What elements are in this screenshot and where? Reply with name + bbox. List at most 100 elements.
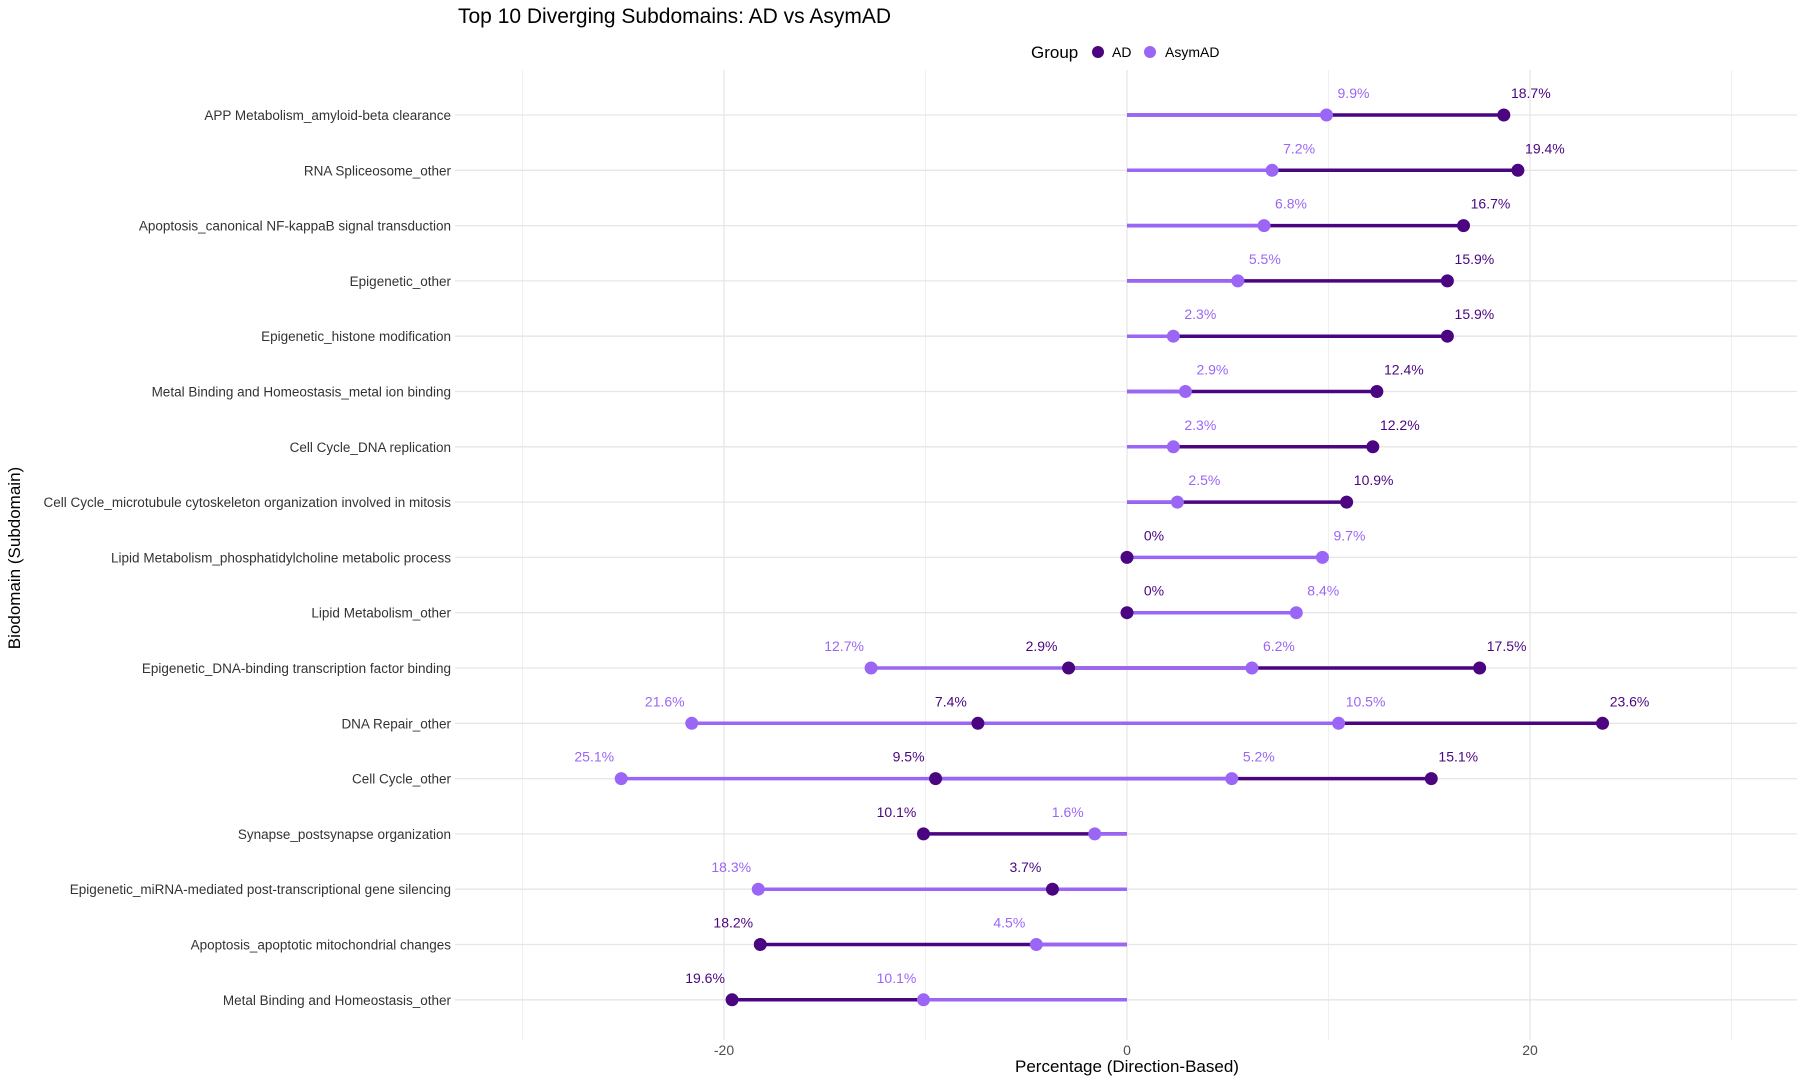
y-tick-label: Metal Binding and Homeostasis_other [223,993,452,1008]
ad-data-label: 19.4% [1525,140,1565,156]
ad-point [1440,274,1454,288]
x-tick-label: -20 [714,1042,734,1058]
ad-data-label: 2.9% [1026,638,1058,654]
asymad-point [1245,661,1259,675]
ad-data-label: 15.9% [1455,306,1495,322]
ad-data-label: 0% [1144,583,1164,599]
y-tick-label: Cell Cycle_DNA replication [290,440,451,455]
asymad-data-label: 5.2% [1243,749,1275,765]
asymad-data-label: 25.1% [574,749,614,765]
y-tick-label: Lipid Metabolism_phosphatidylcholine met… [111,550,451,565]
asymad-data-label: 10.1% [877,970,917,986]
ad-data-label: 3.7% [1009,859,1041,875]
x-axis-label: Percentage (Direction-Based) [1015,1057,1239,1076]
asymad-point [1170,495,1184,509]
ad-data-label: 23.6% [1610,693,1650,709]
y-tick-label: Apoptosis_apoptotic mitochondrial change… [191,938,452,953]
ad-point [1340,495,1354,509]
y-tick-label: Lipid Metabolism_other [311,606,451,621]
asymad-data-label: 1.6% [1052,804,1084,820]
y-tick-label: Epigenetic_DNA-binding transcription fac… [142,661,451,676]
ad-point [1497,108,1511,122]
y-tick-label: Cell Cycle_other [352,772,452,787]
asymad-data-label: 18.3% [711,859,751,875]
asymad-data-label: 6.2% [1263,638,1295,654]
ad-data-label: 18.7% [1511,85,1551,101]
y-tick-label: Synapse_postsynapse organization [238,827,451,842]
asymad-data-label: 5.5% [1249,251,1281,267]
row-11: 23.6% 7.4% 10.5% 21.6% [645,693,1649,730]
chart-title: Top 10 Diverging Subdomains: AD vs AsymA… [458,5,891,28]
ad-point [753,938,767,951]
asymad-point [1166,440,1180,454]
asymad-point [1231,274,1245,288]
asymad-point [685,716,699,730]
asymad-data-label: 2.9% [1196,362,1228,378]
ad-data-label: 0% [1144,527,1164,543]
ad-point [725,993,739,1007]
ad-data-label: 15.9% [1455,251,1495,267]
y-tick-label: Cell Cycle_microtubule cytoskeleton orga… [44,495,452,510]
legend-key-asymad [1144,46,1156,58]
asymad-data-label: 2.5% [1188,472,1220,488]
row-3: 15.9% 5.5% [1127,251,1494,288]
row-4: 15.9% 2.3% [1127,306,1494,343]
x-tick-label: 20 [1522,1042,1538,1058]
asymad-data-label: 4.5% [993,915,1025,931]
row-8: 0% 9.7% [1120,527,1365,564]
legend: Group AD AsymAD [1031,43,1219,62]
ad-point [971,716,985,730]
ad-point [1424,772,1438,786]
asymad-point [751,882,765,896]
asymad-data-label: 2.3% [1184,417,1216,433]
ad-point [1120,550,1134,564]
asymad-point [916,993,930,1007]
ad-data-label: 12.4% [1384,362,1424,378]
y-tick-label: Epigenetic_miRNA-mediated post-transcrip… [70,882,451,897]
asymad-point [1178,385,1192,398]
asymad-point [864,661,878,675]
ad-point [1596,716,1610,730]
y-tick-label: RNA Spliceosome_other [304,163,452,178]
ad-point [916,827,930,841]
asymad-data-label: 9.7% [1333,527,1365,543]
asymad-data-label: 21.6% [645,693,685,709]
asymad-point [1315,550,1329,564]
legend-key-ad [1092,46,1104,58]
ad-data-label: 18.2% [713,915,753,931]
row-2: 16.7% 6.8% [1127,196,1510,233]
row-1: 19.4% 7.2% [1127,140,1565,177]
y-tick-label: Epigenetic_histone modification [261,329,451,344]
asymad-data-label: 9.9% [1338,85,1370,101]
ad-point [1473,661,1487,675]
asymad-point [1289,606,1303,620]
asymad-point [614,772,628,786]
ad-data-label: 7.4% [935,693,967,709]
asymad-point [1029,938,1043,951]
asymad-data-label: 8.4% [1307,583,1339,599]
asymad-point [1225,772,1239,786]
ad-point [1062,661,1076,675]
ad-data-label: 10.1% [877,804,917,820]
row-6: 12.2% 2.3% [1127,417,1420,454]
asymad-point [1257,219,1271,233]
asymad-point [1166,329,1180,343]
ad-data-label: 9.5% [893,749,925,765]
asymad-point [1319,108,1333,122]
y-tick-label: DNA Repair_other [341,716,451,731]
ad-point [1366,440,1380,454]
legend-label-asymad: AsymAD [1165,44,1219,60]
asymad-point [1088,827,1102,841]
ad-point [929,772,943,786]
y-tick-label: Epigenetic_other [350,274,452,289]
ad-data-label: 19.6% [685,970,725,986]
row-16: 19.6% 10.1% [685,970,1127,1007]
asymad-point [1265,163,1279,177]
row-9: 0% 8.4% [1120,583,1339,620]
ad-data-label: 17.5% [1487,638,1527,654]
legend-title: Group [1031,43,1078,62]
asymad-point [1332,716,1346,730]
asymad-data-label: 10.5% [1346,693,1386,709]
ad-point [1511,163,1525,177]
